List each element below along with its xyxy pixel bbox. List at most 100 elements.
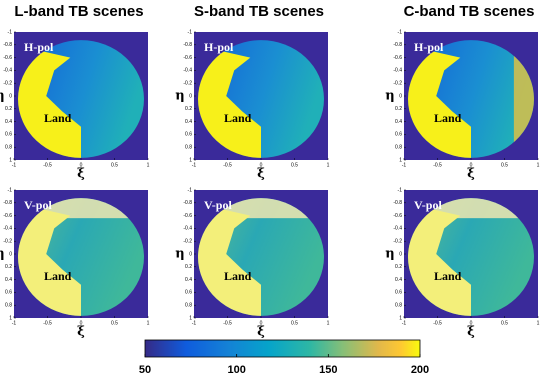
y-tick-label: 1 <box>189 315 192 321</box>
x-tick-label: -1 <box>192 162 197 168</box>
x-axis-label: ξ <box>257 325 265 340</box>
land-label: Land <box>434 111 462 125</box>
colorbar-tick-label: 150 <box>319 364 337 376</box>
y-tick-label: -0.6 <box>3 213 12 219</box>
y-tick-label: 0.2 <box>185 264 192 270</box>
y-tick-label: -0.4 <box>393 68 402 74</box>
x-tick-label: -0.5 <box>433 320 442 326</box>
y-tick-label: 0 <box>189 251 192 257</box>
y-tick-label: 1 <box>189 157 192 163</box>
y-tick-label: -0.8 <box>183 42 192 48</box>
x-tick-label: 1 <box>327 320 330 326</box>
x-tick-label: 0 <box>470 162 473 168</box>
x-tick-label: 0.5 <box>111 162 118 168</box>
y-axis-label: η <box>175 89 184 104</box>
column-title: C-band TB scenes <box>404 3 535 20</box>
pol-label: V-pol <box>24 198 52 212</box>
y-tick-label: -0.4 <box>393 226 402 232</box>
land <box>18 202 81 316</box>
x-tick-label: -0.5 <box>43 320 52 326</box>
y-tick-label: 0.6 <box>395 290 402 296</box>
x-tick-label: -0.5 <box>223 162 232 168</box>
y-tick-label: 0 <box>399 251 402 257</box>
scene <box>198 44 261 158</box>
y-tick-label: 0.2 <box>395 106 402 112</box>
x-tick-label: -0.5 <box>223 320 232 326</box>
y-tick-label: -0.4 <box>183 226 192 232</box>
colorbar-tick-label: 200 <box>411 364 429 376</box>
x-tick-label: 0.5 <box>111 320 118 326</box>
y-tick-label: 0 <box>399 93 402 99</box>
x-tick-label: -0.5 <box>433 162 442 168</box>
y-tick-label: -0.2 <box>3 239 12 245</box>
y-tick-label: 0.8 <box>5 145 12 151</box>
y-tick-label: -1 <box>8 29 13 35</box>
y-tick-label: 0.8 <box>395 303 402 309</box>
y-tick-label: 0.6 <box>185 132 192 138</box>
x-tick-label: 1 <box>537 320 540 326</box>
y-axis-label: η <box>0 89 5 104</box>
x-tick-label: 0.5 <box>501 162 508 168</box>
y-tick-label: 0 <box>189 93 192 99</box>
y-axis-label: η <box>0 247 5 262</box>
y-tick-label: 0.4 <box>5 277 12 283</box>
y-axis-label: η <box>385 247 394 262</box>
y-tick-label: 0.4 <box>395 277 402 283</box>
land <box>18 44 81 158</box>
land-label: Land <box>44 269 72 283</box>
y-tick-label: 0.4 <box>185 119 192 125</box>
y-axis-label: η <box>175 247 184 262</box>
y-tick-label: 0.8 <box>185 145 192 151</box>
y-tick-label: 0.2 <box>5 106 12 112</box>
y-tick-label: -0.6 <box>393 213 402 219</box>
x-tick-label: 1 <box>537 162 540 168</box>
y-tick-label: -0.2 <box>393 239 402 245</box>
land-label: Land <box>434 269 462 283</box>
y-tick-label: 0.8 <box>5 303 12 309</box>
x-tick-label: 0 <box>80 320 83 326</box>
x-tick-label: 1 <box>327 162 330 168</box>
y-tick-label: 0.6 <box>395 132 402 138</box>
y-tick-label: 0.2 <box>395 264 402 270</box>
y-tick-label: -0.8 <box>393 42 402 48</box>
y-tick-label: -0.8 <box>183 200 192 206</box>
y-tick-label: -1 <box>8 187 13 193</box>
y-tick-label: -0.8 <box>3 42 12 48</box>
y-tick-label: -1 <box>398 187 403 193</box>
x-tick-label: -0.5 <box>43 162 52 168</box>
y-tick-label: 0.6 <box>185 290 192 296</box>
land <box>408 202 471 316</box>
y-tick-label: -0.6 <box>183 213 192 219</box>
x-tick-label: 0.5 <box>291 162 298 168</box>
land <box>408 44 471 158</box>
y-tick-label: -0.4 <box>3 226 12 232</box>
y-tick-label: 0.2 <box>5 264 12 270</box>
land-label: Land <box>224 111 252 125</box>
y-tick-label: -0.8 <box>3 200 12 206</box>
column-title: L-band TB scenes <box>14 3 143 20</box>
y-tick-label: -1 <box>398 29 403 35</box>
y-tick-label: -0.2 <box>393 81 402 87</box>
x-tick-label: 0 <box>80 162 83 168</box>
pol-label: H-pol <box>414 40 444 54</box>
x-axis-label: ξ <box>467 325 475 340</box>
y-tick-label: 0.6 <box>5 132 12 138</box>
pol-label: H-pol <box>24 40 54 54</box>
y-tick-label: 0.4 <box>395 119 402 125</box>
column-title: S-band TB scenes <box>194 3 324 20</box>
x-tick-label: 0 <box>260 162 263 168</box>
pol-label: V-pol <box>204 198 232 212</box>
land <box>198 202 261 316</box>
x-tick-label: 0 <box>260 320 263 326</box>
x-tick-label: 1 <box>147 162 150 168</box>
pol-label: V-pol <box>414 198 442 212</box>
x-tick-label: -1 <box>12 162 17 168</box>
colorbar-tick-label: 50 <box>139 364 151 376</box>
